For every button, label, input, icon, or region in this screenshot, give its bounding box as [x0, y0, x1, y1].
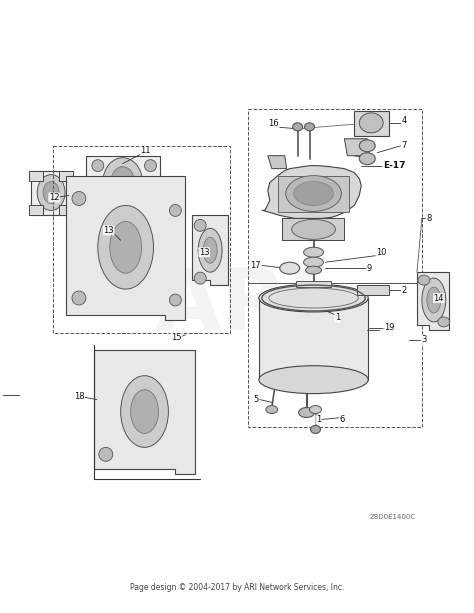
Polygon shape: [59, 170, 73, 181]
Ellipse shape: [103, 158, 143, 207]
Polygon shape: [29, 170, 43, 181]
Ellipse shape: [37, 175, 65, 210]
Ellipse shape: [145, 194, 156, 207]
Polygon shape: [357, 285, 389, 295]
Text: 9: 9: [366, 264, 372, 273]
Polygon shape: [29, 205, 43, 215]
Ellipse shape: [145, 159, 156, 172]
Text: E-17: E-17: [383, 161, 405, 170]
Text: Z8D0E1400C: Z8D0E1400C: [370, 514, 416, 520]
Ellipse shape: [169, 294, 182, 306]
Polygon shape: [354, 111, 389, 135]
Bar: [248, 109, 422, 283]
Ellipse shape: [194, 219, 206, 231]
Bar: [259, 298, 368, 379]
Ellipse shape: [359, 153, 375, 165]
Text: 11: 11: [140, 147, 151, 155]
Text: 15: 15: [171, 333, 182, 342]
Ellipse shape: [294, 181, 333, 205]
Text: 1: 1: [316, 415, 321, 424]
Text: 3: 3: [421, 335, 427, 345]
Ellipse shape: [438, 317, 450, 327]
Ellipse shape: [259, 366, 368, 394]
Ellipse shape: [72, 291, 86, 305]
Ellipse shape: [194, 272, 206, 284]
Ellipse shape: [359, 113, 383, 133]
Text: 5: 5: [253, 395, 258, 404]
Text: 12: 12: [49, 193, 59, 202]
Polygon shape: [417, 272, 449, 330]
Text: 1: 1: [335, 313, 340, 322]
Ellipse shape: [72, 191, 86, 205]
Polygon shape: [59, 205, 73, 215]
Text: 6: 6: [340, 415, 345, 424]
Text: ARI: ARI: [155, 265, 319, 348]
Ellipse shape: [266, 406, 278, 414]
Ellipse shape: [121, 376, 168, 447]
Ellipse shape: [286, 175, 341, 211]
Polygon shape: [86, 156, 161, 210]
Ellipse shape: [422, 278, 446, 322]
Polygon shape: [268, 156, 287, 169]
Text: 16: 16: [268, 120, 279, 128]
Ellipse shape: [203, 237, 217, 263]
Polygon shape: [345, 139, 369, 156]
Ellipse shape: [310, 425, 320, 433]
Ellipse shape: [110, 221, 142, 273]
Text: 19: 19: [384, 324, 394, 332]
Polygon shape: [278, 175, 349, 213]
Polygon shape: [192, 215, 228, 285]
Polygon shape: [94, 350, 195, 474]
Ellipse shape: [98, 205, 154, 289]
Ellipse shape: [304, 247, 323, 257]
Text: Page design © 2004-2017 by ARI Network Services, Inc.: Page design © 2004-2017 by ARI Network S…: [130, 583, 344, 592]
Polygon shape: [296, 281, 331, 287]
Ellipse shape: [427, 287, 441, 313]
Ellipse shape: [292, 123, 302, 131]
Text: 13: 13: [103, 226, 114, 235]
Ellipse shape: [359, 140, 375, 151]
Polygon shape: [66, 175, 185, 320]
Ellipse shape: [305, 123, 315, 131]
Text: 17: 17: [251, 261, 261, 270]
Ellipse shape: [418, 275, 430, 285]
Text: 7: 7: [401, 141, 407, 150]
Ellipse shape: [310, 406, 321, 414]
Ellipse shape: [306, 266, 321, 274]
Text: 2: 2: [401, 286, 407, 295]
Ellipse shape: [259, 284, 368, 312]
Bar: [248, 283, 422, 427]
Ellipse shape: [92, 159, 104, 172]
Text: 14: 14: [434, 294, 444, 303]
Polygon shape: [31, 170, 71, 215]
Ellipse shape: [280, 262, 300, 274]
Bar: [53, 146, 230, 333]
Ellipse shape: [99, 447, 113, 462]
Text: 18: 18: [73, 392, 84, 401]
Ellipse shape: [169, 205, 182, 216]
Ellipse shape: [299, 408, 315, 417]
Polygon shape: [282, 218, 345, 240]
Text: 8: 8: [426, 214, 431, 223]
Polygon shape: [262, 166, 361, 218]
Text: 4: 4: [401, 116, 407, 125]
Ellipse shape: [43, 181, 59, 204]
Text: 10: 10: [376, 248, 386, 257]
Ellipse shape: [92, 194, 104, 207]
Ellipse shape: [111, 167, 135, 199]
Text: 13: 13: [199, 248, 210, 257]
Ellipse shape: [292, 219, 336, 239]
Ellipse shape: [198, 229, 222, 272]
Ellipse shape: [131, 390, 158, 433]
Ellipse shape: [304, 257, 323, 267]
